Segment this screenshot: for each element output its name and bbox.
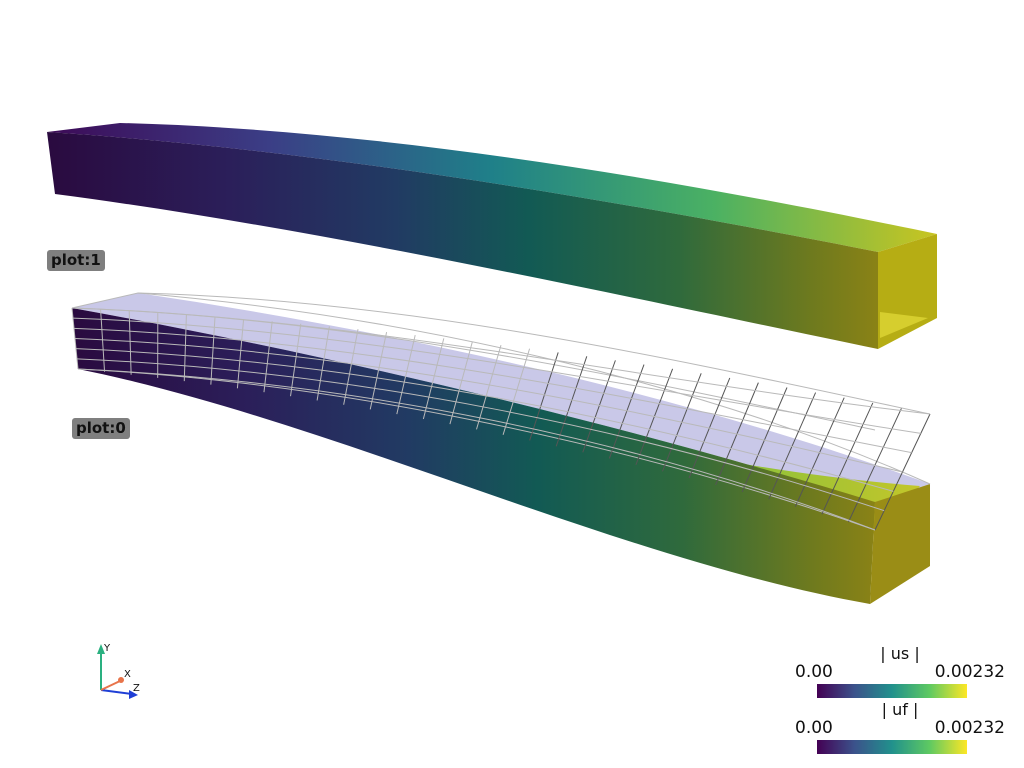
beam-plot0-side-face bbox=[72, 308, 875, 604]
wireframe-line bbox=[555, 356, 588, 447]
plot-label-1: plot:1 bbox=[47, 250, 105, 271]
axis-z-arrow-icon bbox=[129, 690, 138, 699]
wireframe-top-edge bbox=[71, 292, 931, 415]
orientation-axes-widget: Y X Z bbox=[97, 643, 140, 699]
wireframe-line bbox=[422, 338, 445, 420]
wireframe-line bbox=[369, 331, 388, 410]
colorbar-us-title: | us | bbox=[880, 644, 920, 663]
colorbar-uf-min: 0.00 bbox=[795, 718, 833, 738]
wireframe-line bbox=[502, 348, 531, 435]
beam-plot1-side-face bbox=[47, 132, 878, 349]
colorbar-us-gradient bbox=[817, 684, 967, 698]
beam-plot0-end-face bbox=[870, 484, 930, 604]
axis-z-label: Z bbox=[133, 683, 140, 694]
wireframe-mesh bbox=[71, 292, 931, 531]
wireframe-line bbox=[794, 397, 845, 507]
axis-y-arrow-icon bbox=[97, 644, 105, 654]
colorbar-uf-gradient bbox=[817, 740, 967, 754]
wireframe-line bbox=[183, 314, 187, 382]
beam-plot1[interactable] bbox=[47, 123, 937, 349]
axis-x-label: X bbox=[124, 669, 131, 680]
wireframe-line bbox=[343, 329, 359, 405]
wireframe-line bbox=[73, 327, 912, 454]
wireframe-line bbox=[476, 344, 502, 430]
plot-label-0: plot:0 bbox=[72, 418, 130, 439]
axis-y-label: Y bbox=[103, 643, 111, 654]
colorbar-us-min: 0.00 bbox=[795, 662, 833, 682]
colorbar-uf-max: 0.00232 bbox=[934, 718, 1005, 738]
colorbar-us-max: 0.00232 bbox=[934, 662, 1005, 682]
wireframe-line bbox=[529, 352, 559, 441]
wireframe-line bbox=[768, 392, 817, 500]
wireframe-line bbox=[72, 317, 921, 434]
colorbar-uf: | uf | 0.00 0.00232 bbox=[795, 700, 1005, 756]
wireframe-line bbox=[210, 316, 216, 385]
wireframe-line bbox=[582, 360, 616, 453]
wireframe-line bbox=[77, 368, 876, 531]
axis-x-line bbox=[100, 680, 121, 691]
wireframe-line bbox=[74, 338, 903, 473]
beam-plot1-top-face bbox=[47, 123, 937, 252]
axis-z-line bbox=[100, 689, 133, 695]
colorbar-uf-title: | uf | bbox=[881, 700, 919, 719]
wireframe-line bbox=[608, 364, 645, 459]
wireframe-line bbox=[396, 335, 416, 415]
axis-x-dot-icon bbox=[118, 677, 124, 683]
wireframe-bottom-edge bbox=[77, 368, 876, 531]
wireframe-line bbox=[449, 341, 473, 425]
colorbar-us: | us | 0.00 0.00232 bbox=[795, 644, 1005, 700]
wireframe-line bbox=[75, 348, 894, 492]
wireframe-line bbox=[741, 387, 788, 493]
wireframe-line bbox=[128, 311, 132, 375]
wireframe-far-edge bbox=[137, 292, 931, 485]
beam-plot1-end-hollow bbox=[880, 312, 928, 338]
wireframe-line bbox=[236, 318, 245, 389]
wireframe-line bbox=[71, 307, 931, 415]
wireframe-line bbox=[76, 358, 885, 512]
